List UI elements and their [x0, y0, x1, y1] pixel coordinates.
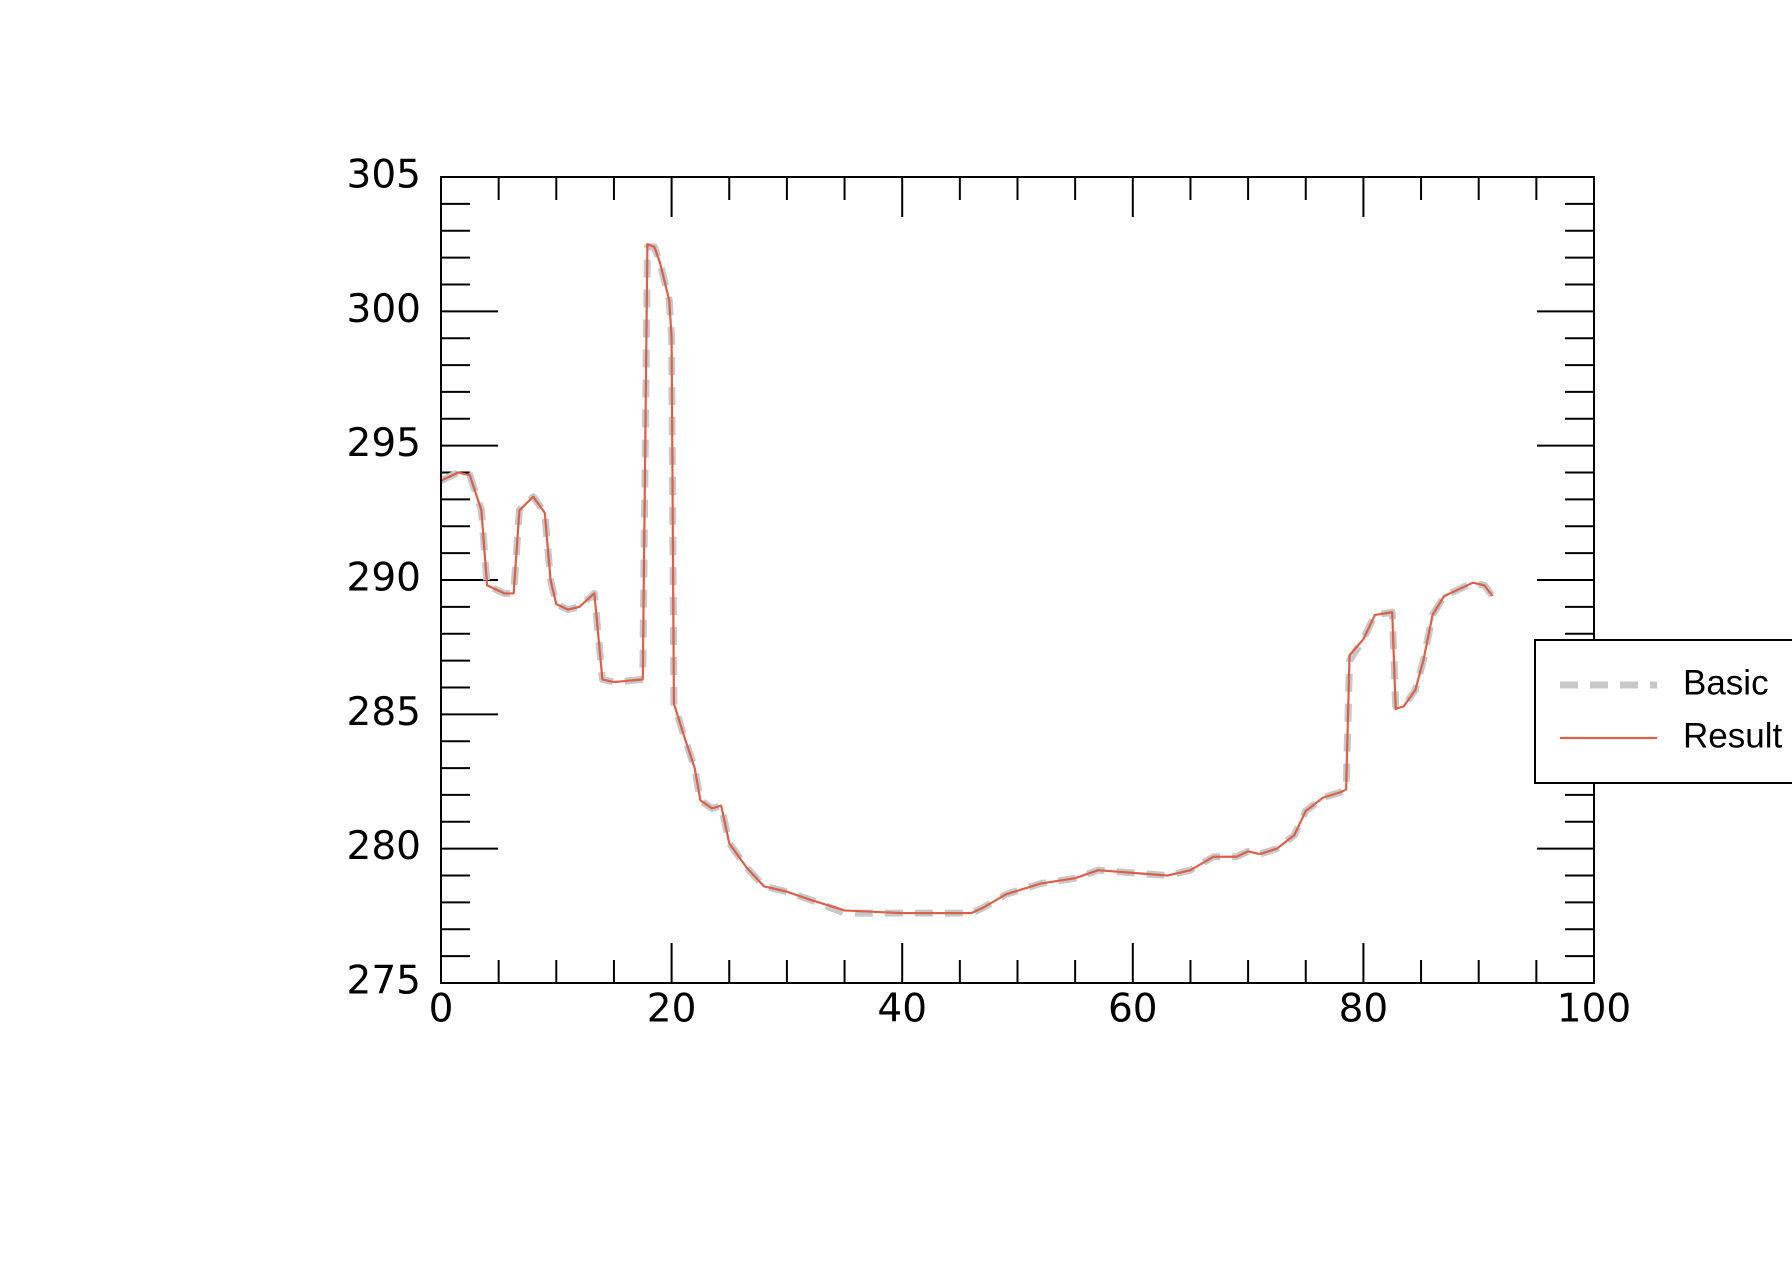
x-tick-label: 80 — [1339, 987, 1389, 1032]
y-tick-label: 280 — [347, 824, 421, 869]
plot-frame — [440, 176, 1595, 984]
x-tick-label: 20 — [647, 987, 697, 1032]
legend-box — [1534, 639, 1792, 784]
legend-label: Result — [1683, 716, 1782, 755]
series-line — [440, 243, 1494, 915]
x-tick-label: 40 — [877, 987, 927, 1032]
x-tick-label: 0 — [429, 987, 454, 1032]
y-tick-label: 275 — [347, 959, 421, 1004]
y-tick-label: 290 — [347, 556, 421, 601]
y-tick-label: 295 — [347, 421, 421, 466]
legend-label: Basic — [1683, 663, 1769, 702]
y-tick-label: 300 — [347, 287, 421, 332]
y-tick-label: 305 — [347, 153, 421, 198]
series-line — [439, 243, 1496, 917]
y-tick-label: 285 — [347, 690, 421, 735]
x-tick-label: 100 — [1557, 987, 1631, 1032]
x-tick-label: 60 — [1108, 987, 1158, 1032]
